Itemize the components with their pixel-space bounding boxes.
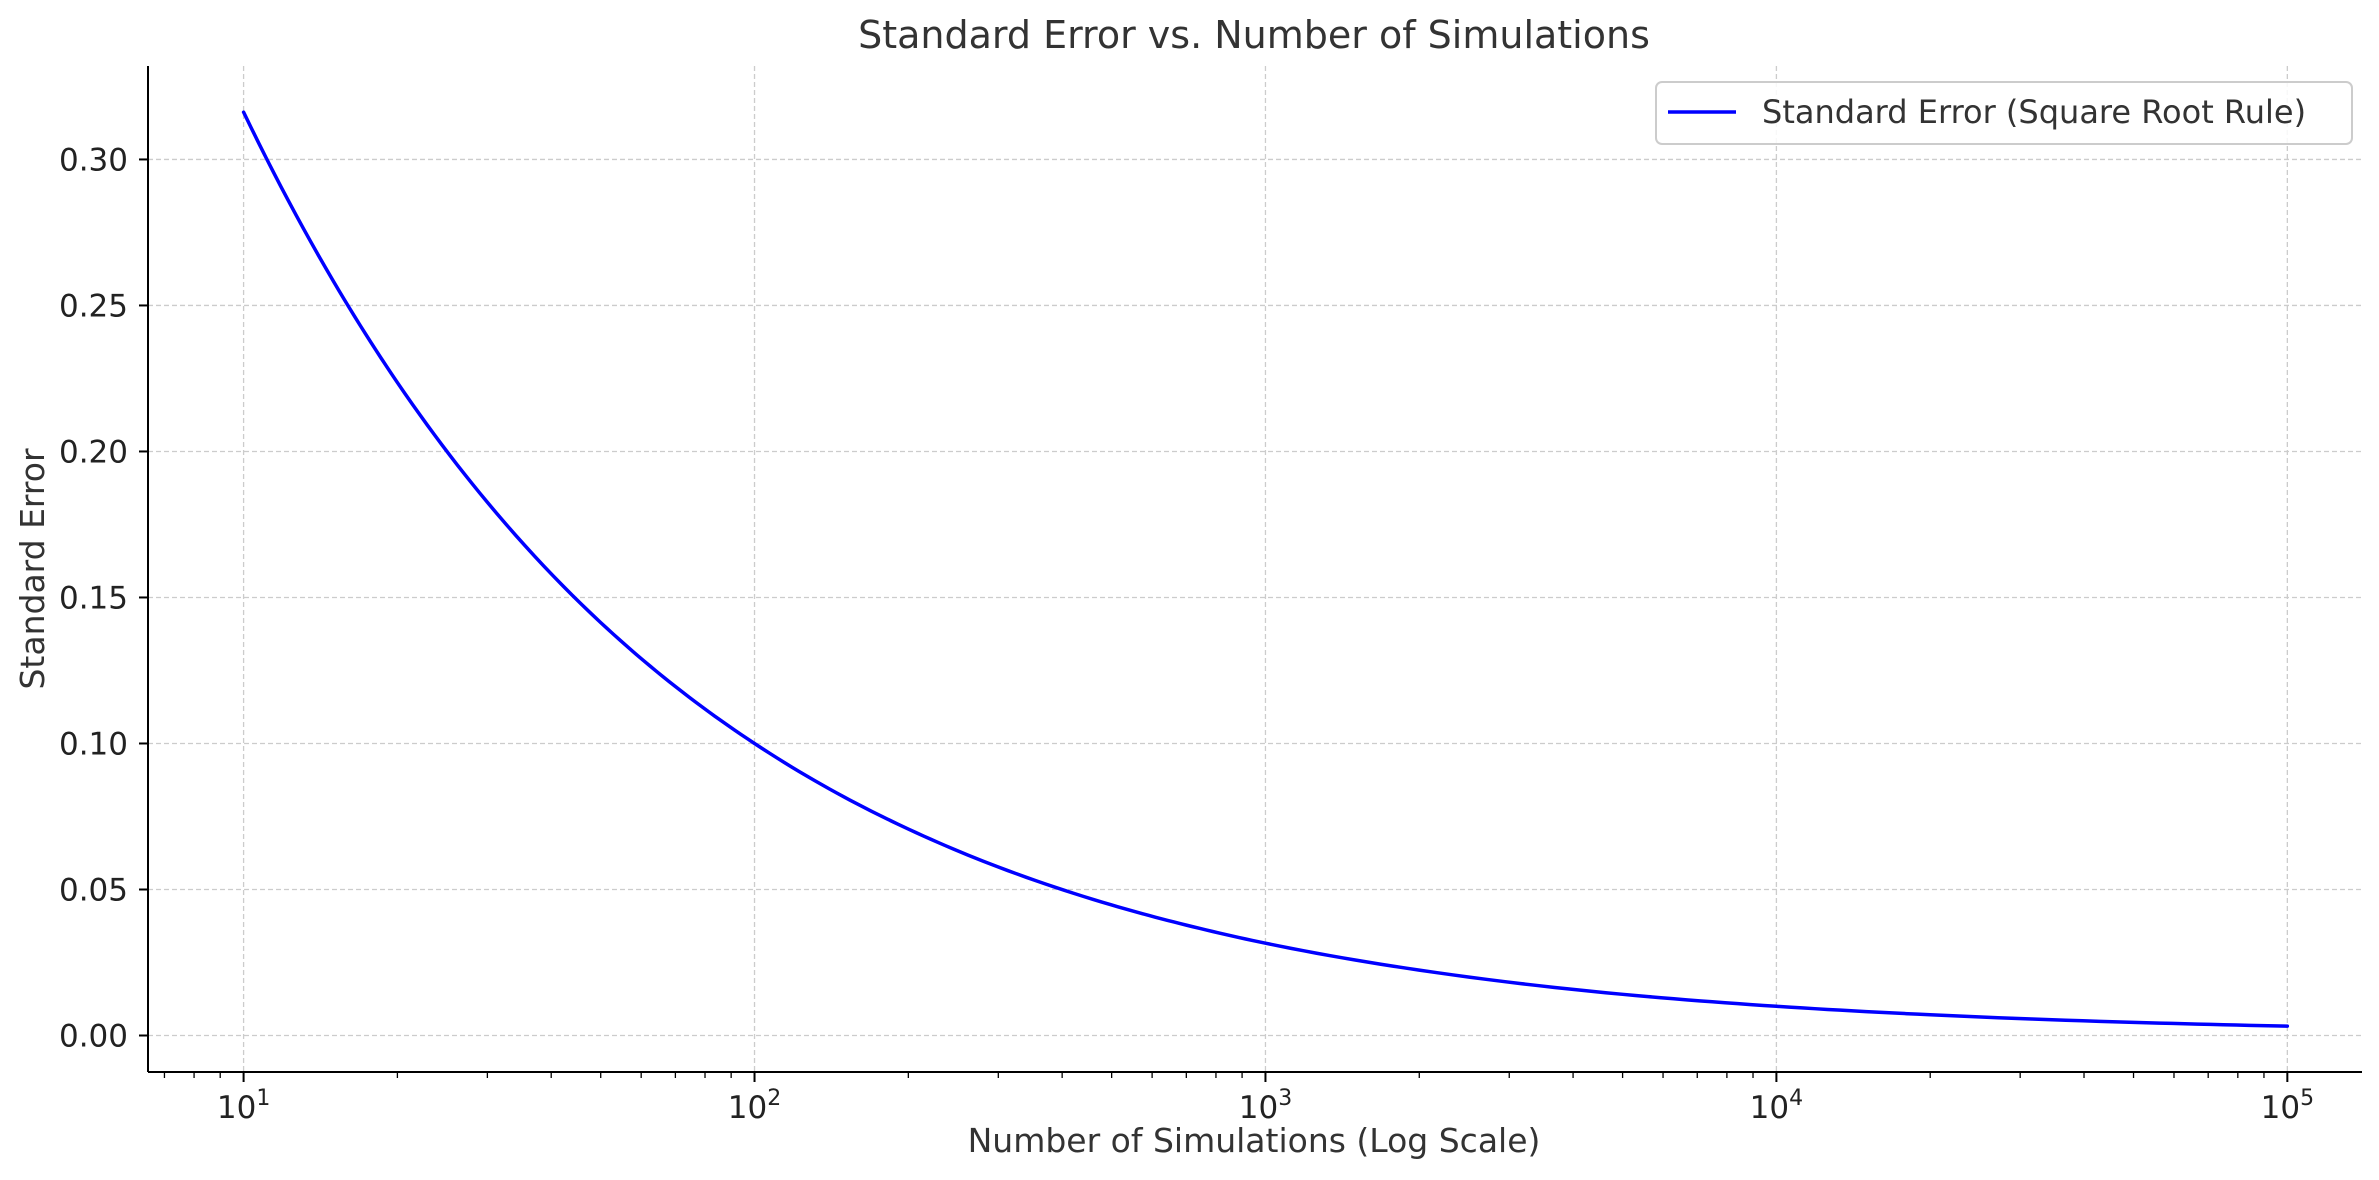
y-tick-label: 0.00 [59, 1018, 128, 1054]
y-tick-label: 0.10 [59, 726, 128, 762]
x-tick-label: 103 [1239, 1086, 1292, 1126]
series-line-0 [241, 110, 2290, 1028]
x-tick-label: 101 [217, 1086, 270, 1126]
y-tick-label: 0.25 [59, 288, 128, 324]
y-tick-label: 0.15 [59, 580, 128, 616]
grid [148, 66, 2362, 1072]
legend-label: Standard Error (Square Root Rule) [1762, 93, 2306, 131]
y-tick-label: 0.30 [59, 142, 128, 178]
legend: Standard Error (Square Root Rule) [1655, 81, 2353, 145]
y-axis-title: Standard Error [13, 448, 52, 689]
x-axis-title: Number of Simulations (Log Scale) [968, 1121, 1541, 1160]
chart-title: Standard Error vs. Number of Simulations [858, 13, 1650, 57]
tick-labels: 0.00 0.05 0.10 0.15 0.20 0.25 0.30 101 102 103 104… [59, 142, 2314, 1126]
y-tick-label: 0.20 [59, 434, 128, 470]
x-tick-label: 102 [728, 1086, 781, 1126]
legend-box [1655, 81, 2353, 145]
x-tick-label: 104 [1750, 1086, 1803, 1126]
series-layer [241, 110, 2290, 1028]
axes [139, 66, 2362, 1082]
y-tick-label: 0.05 [59, 872, 128, 908]
x-tick-label: 105 [2261, 1086, 2314, 1126]
